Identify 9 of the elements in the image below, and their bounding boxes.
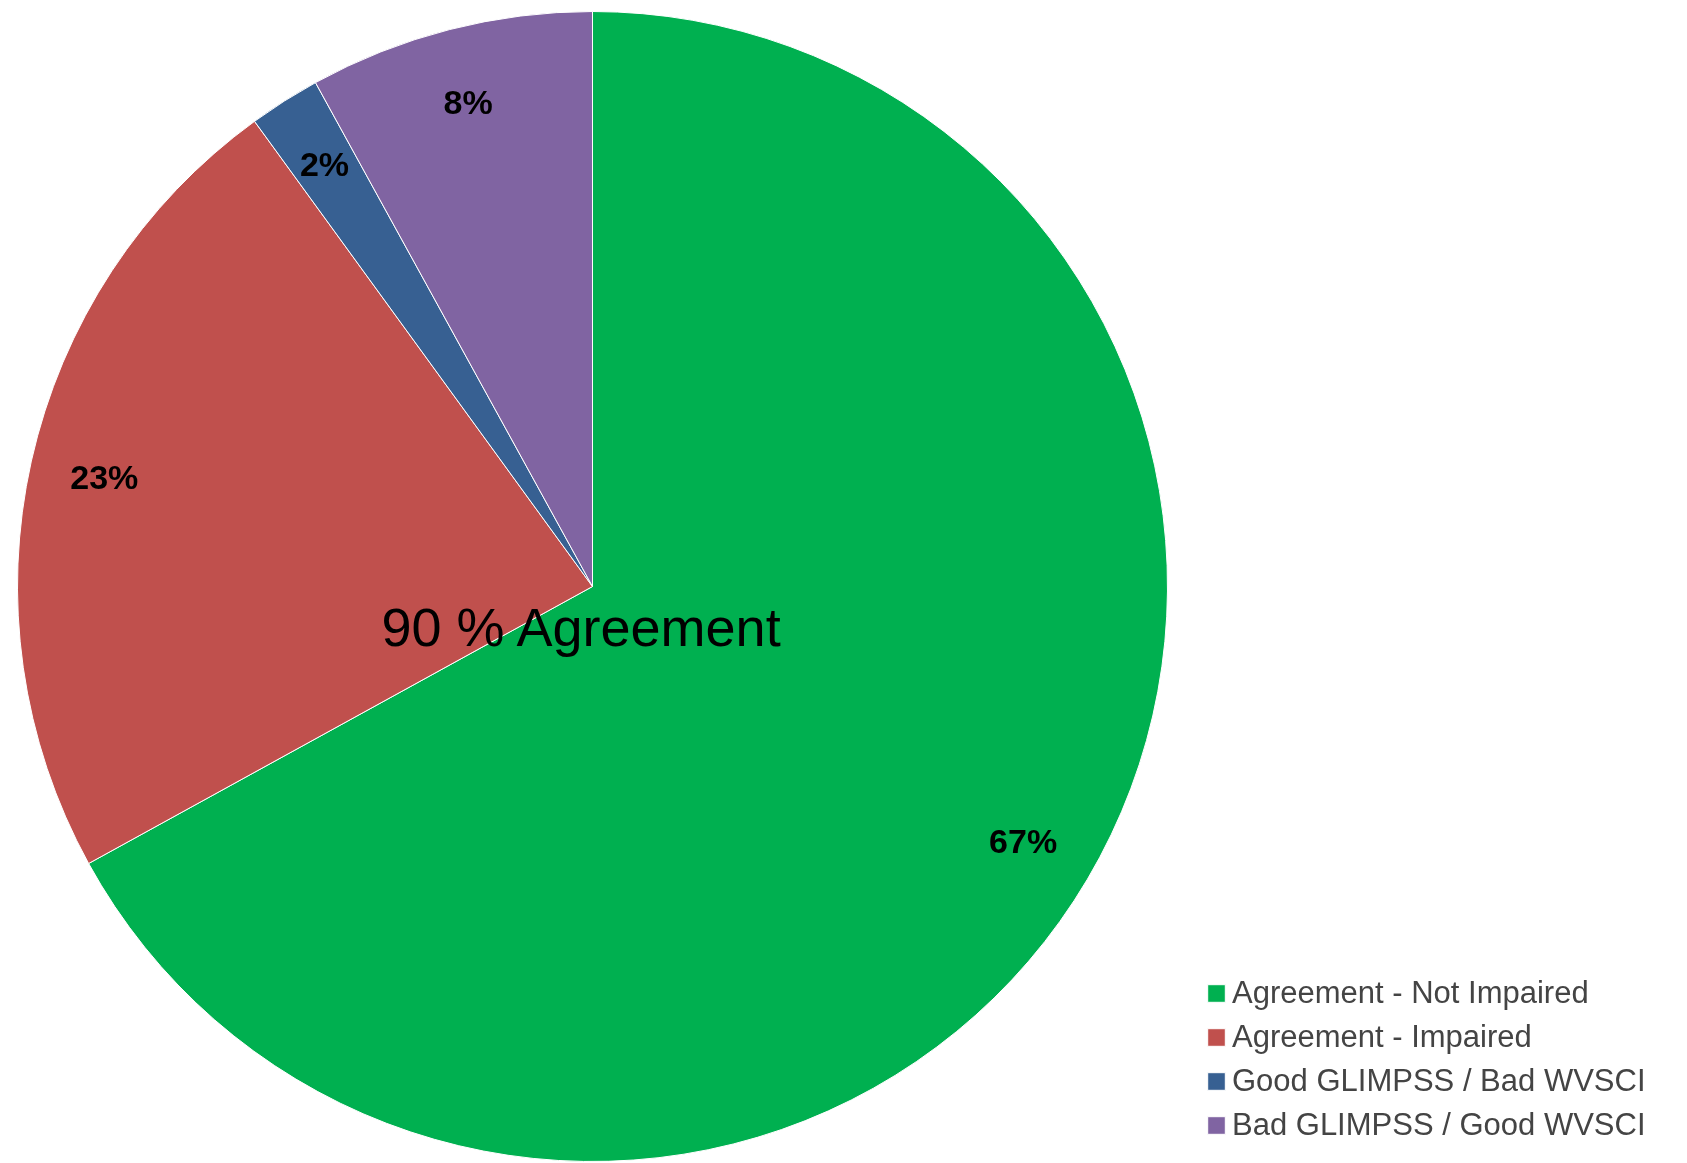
legend-label: Agreement - Not Impaired [1232, 975, 1589, 1011]
legend-label: Bad GLIMPSS / Good WVSCI [1232, 1107, 1646, 1143]
data-label: 8% [443, 82, 493, 121]
legend-label: Good GLIMPSS / Bad WVSCI [1232, 1063, 1646, 1099]
text: 90 % Agreement [381, 596, 781, 657]
legend-label: Agreement - Impaired [1232, 1019, 1532, 1055]
data-label: 2% [299, 145, 350, 184]
data-label: 23% [70, 458, 139, 497]
data-label: 67% [989, 822, 1058, 861]
